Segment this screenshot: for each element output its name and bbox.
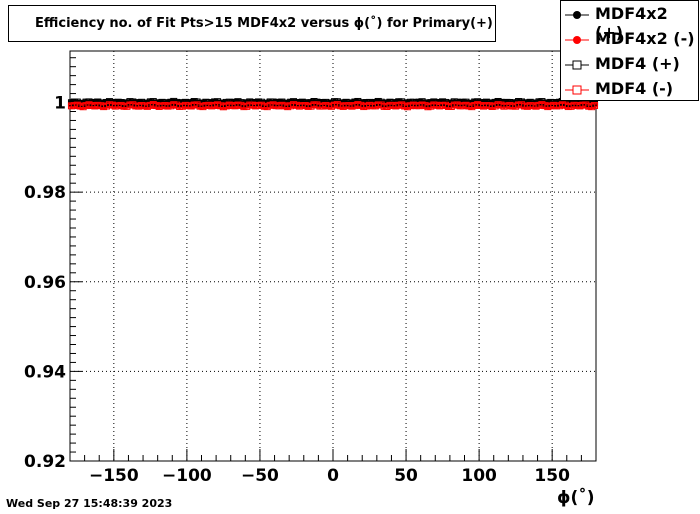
legend-label: MDF4x2 (+) [595, 4, 668, 42]
legend-item-mdf4-minus: MDF4 (-) [561, 77, 698, 101]
x-tick-label: −100 [162, 466, 212, 486]
legend-item-mdf4x2-plus: MDF4x2 (+) [561, 2, 698, 42]
x-tick-label: 0 [327, 466, 339, 486]
axis-ticks [70, 57, 582, 462]
chart-title-box: Efficiency no. of Fit Pts>15 MDF4x2 vers… [8, 5, 496, 42]
y-tick-label: 1 [54, 94, 66, 114]
legend-marker-open-red-square-icon [565, 85, 589, 95]
axis-tick-labels: −150 −100 −50 0 50 100 150 0.92 0.94 0.96 0.98 1 [24, 94, 570, 486]
x-tick-label: 100 [461, 466, 497, 486]
x-tick-label: 150 [534, 466, 570, 486]
grid-lines [70, 51, 596, 462]
chart-title: Efficiency no. of Fit Pts>15 MDF4x2 vers… [35, 16, 493, 31]
y-tick-label: 0.96 [24, 273, 66, 293]
data-point [591, 101, 599, 109]
x-tick-label: −150 [89, 466, 139, 486]
y-tick-label: 0.94 [24, 362, 66, 382]
legend: MDF4x2 (+) MDF4x2 (-) MDF4 (+) MDF4 (-) [560, 0, 699, 101]
x-tick-label: 50 [394, 466, 418, 486]
legend-item-mdf4x2-minus: MDF4x2 (-) [561, 27, 698, 51]
legend-marker-filled-black-icon [565, 11, 589, 19]
footer-timestamp: Wed Sep 27 15:48:39 2023 [6, 497, 173, 510]
y-tick-label: 0.98 [24, 183, 66, 203]
legend-marker-filled-red-icon [565, 36, 589, 44]
data-markers [67, 97, 599, 111]
x-axis-label: ϕ(˚) [557, 488, 595, 508]
legend-item-mdf4-plus: MDF4 (+) [561, 52, 698, 76]
legend-label: MDF4x2 (-) [595, 29, 695, 48]
x-tick-label: −50 [241, 466, 279, 486]
legend-marker-open-black-square-icon [565, 60, 589, 70]
legend-label: MDF4 (-) [595, 79, 674, 98]
legend-label: MDF4 (+) [595, 54, 680, 73]
y-tick-label: 0.92 [24, 452, 66, 472]
